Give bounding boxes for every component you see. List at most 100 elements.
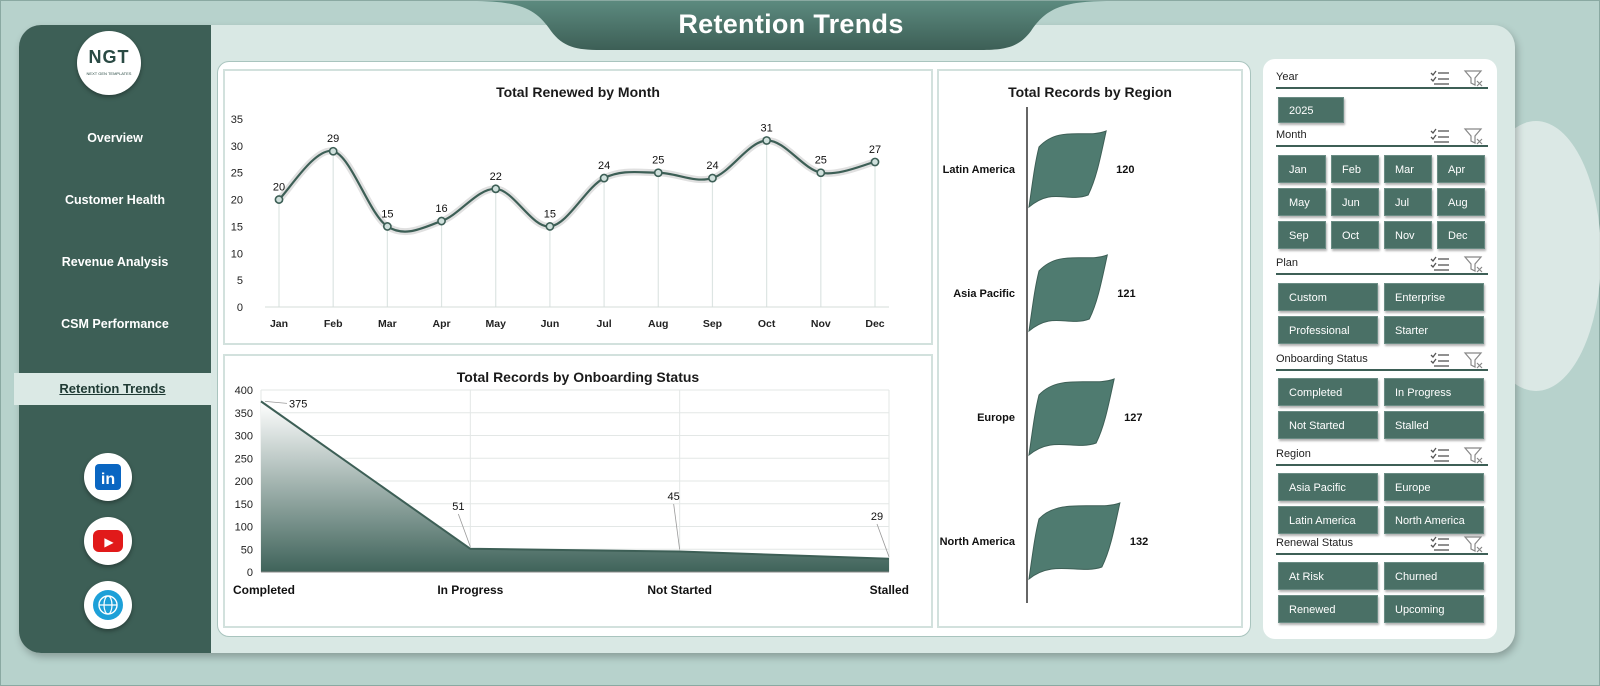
data-label-11: 27	[869, 144, 881, 156]
area-outline	[260, 400, 890, 560]
month-slicer-divider	[1276, 145, 1488, 147]
website-button[interactable]	[84, 581, 132, 629]
region-option-2[interactable]: Latin America	[1278, 506, 1378, 534]
month-option-sep[interactable]: Sep	[1278, 221, 1326, 249]
area-fill	[261, 401, 889, 572]
clear-filter-icon[interactable]	[1463, 535, 1485, 553]
month-option-jan[interactable]: Jan	[1278, 155, 1326, 183]
clear-filter-icon[interactable]	[1463, 69, 1485, 87]
nav-csm-performance[interactable]: CSM Performance	[61, 317, 169, 331]
month-option-oct[interactable]: Oct	[1331, 221, 1379, 249]
region-option-1[interactable]: Europe	[1384, 473, 1484, 501]
region-bar-0	[1028, 130, 1107, 209]
multi-select-icon[interactable]	[1429, 127, 1451, 145]
renewal-slicer-divider	[1276, 553, 1488, 555]
data-point-3	[437, 216, 446, 226]
onboarding-option-3[interactable]: Stalled	[1384, 411, 1484, 439]
x-tick-label-4: May	[486, 318, 507, 330]
month-option-dec[interactable]: Dec	[1437, 221, 1485, 249]
youtube-button[interactable]: ▶	[84, 517, 132, 565]
month-option-aug[interactable]: Aug	[1437, 188, 1485, 216]
data-label-1: 29	[327, 133, 339, 145]
x-tick-label-11: Dec	[865, 318, 884, 330]
data-label-8: 24	[706, 160, 718, 172]
region-bar-1	[1028, 254, 1108, 333]
y-tick-label-1: 50	[241, 544, 253, 556]
month-option-may[interactable]: May	[1278, 188, 1326, 216]
plan-option-1[interactable]: Enterprise	[1384, 283, 1484, 311]
x-tick-label-9: Oct	[758, 318, 776, 330]
clear-filter-icon[interactable]	[1463, 127, 1485, 145]
multi-select-icon[interactable]	[1429, 255, 1451, 273]
x-tick-label-0: Completed	[233, 583, 295, 597]
y-tick-label-7: 35	[231, 114, 243, 126]
region-chart-card: Total Records by Region Latin America 120…	[937, 69, 1243, 628]
month-option-feb[interactable]: Feb	[1331, 155, 1379, 183]
region-label-0: Latin America	[943, 164, 1016, 176]
multi-select-icon[interactable]	[1429, 351, 1451, 369]
multi-select-icon[interactable]	[1429, 535, 1451, 553]
plan-option-0[interactable]: Custom	[1278, 283, 1378, 311]
year-option-2025[interactable]: 2025	[1278, 97, 1344, 123]
onboarding-option-1[interactable]: In Progress	[1384, 378, 1484, 406]
renewal-option-1[interactable]: Churned	[1384, 562, 1484, 590]
nav-overview[interactable]: Overview	[87, 131, 143, 145]
leader-line-3	[876, 523, 890, 557]
region-option-0[interactable]: Asia Pacific	[1278, 473, 1378, 501]
linkedin-button[interactable]: in	[84, 453, 132, 501]
month-option-mar[interactable]: Mar	[1384, 155, 1432, 183]
plan-option-3[interactable]: Starter	[1384, 316, 1484, 344]
y-tick-label-1: 5	[237, 275, 243, 287]
month-option-jun[interactable]: Jun	[1331, 188, 1379, 216]
youtube-icon: ▶	[93, 530, 123, 552]
month-option-nov[interactable]: Nov	[1384, 221, 1432, 249]
renewal-option-2[interactable]: Renewed	[1278, 595, 1378, 623]
data-point-5	[545, 222, 555, 231]
y-tick-label-7: 350	[235, 408, 253, 420]
data-label-0: 375	[289, 398, 307, 410]
area-chart-title: Total Records by Onboarding Status	[456, 369, 700, 385]
y-tick-label-0: 0	[237, 302, 243, 314]
region-value-3: 132	[1130, 536, 1148, 548]
year-slicer-title: Year	[1276, 71, 1299, 83]
y-tick-label-4: 20	[231, 195, 243, 207]
multi-select-icon[interactable]	[1429, 446, 1451, 464]
plan-option-2[interactable]: Professional	[1278, 316, 1378, 344]
logo-subtext: NEXT GEN TEMPLATES	[86, 71, 132, 76]
data-point-0	[274, 195, 284, 204]
month-option-jul[interactable]: Jul	[1384, 188, 1432, 216]
clear-filter-icon[interactable]	[1463, 351, 1485, 369]
renewal-option-3[interactable]: Upcoming	[1384, 595, 1484, 623]
data-point-8	[708, 173, 717, 183]
plan-slicer-title: Plan	[1276, 257, 1299, 269]
nav-revenue-analysis[interactable]: Revenue Analysis	[61, 255, 169, 269]
area-chart: 0 50 100 150 200 250 300 350 400 375 Completed 51 In…	[233, 385, 909, 597]
nav-retention-trends[interactable]: Retention Trends	[14, 373, 211, 405]
x-tick-label-5: Jun	[541, 318, 560, 330]
series-line	[278, 139, 876, 233]
data-label-2: 45	[668, 491, 680, 503]
logo-text: NGT	[88, 47, 130, 67]
x-tick-label-2: Mar	[378, 318, 397, 330]
data-label-7: 25	[652, 155, 664, 167]
data-label-9: 31	[761, 122, 773, 134]
globe-icon	[93, 590, 123, 620]
data-point-10	[816, 168, 826, 178]
data-point-9	[762, 136, 772, 145]
svg-text:in: in	[101, 471, 115, 488]
linkedin-icon: in	[95, 464, 121, 490]
clear-filter-icon[interactable]	[1463, 255, 1485, 273]
region-option-3[interactable]: North America	[1384, 506, 1484, 534]
nav-customer-health[interactable]: Customer Health	[64, 193, 166, 207]
renewal-option-0[interactable]: At Risk	[1278, 562, 1378, 590]
y-tick-label-6: 300	[235, 431, 253, 443]
onboarding-option-2[interactable]: Not Started	[1278, 411, 1378, 439]
multi-select-icon[interactable]	[1429, 69, 1451, 87]
month-option-apr[interactable]: Apr	[1437, 155, 1485, 183]
y-tick-label-2: 100	[235, 522, 253, 534]
onboarding-option-0[interactable]: Completed	[1278, 378, 1378, 406]
region-label-1: Asia Pacific	[953, 288, 1015, 300]
clear-filter-icon[interactable]	[1463, 446, 1485, 464]
data-point-4	[491, 184, 501, 194]
